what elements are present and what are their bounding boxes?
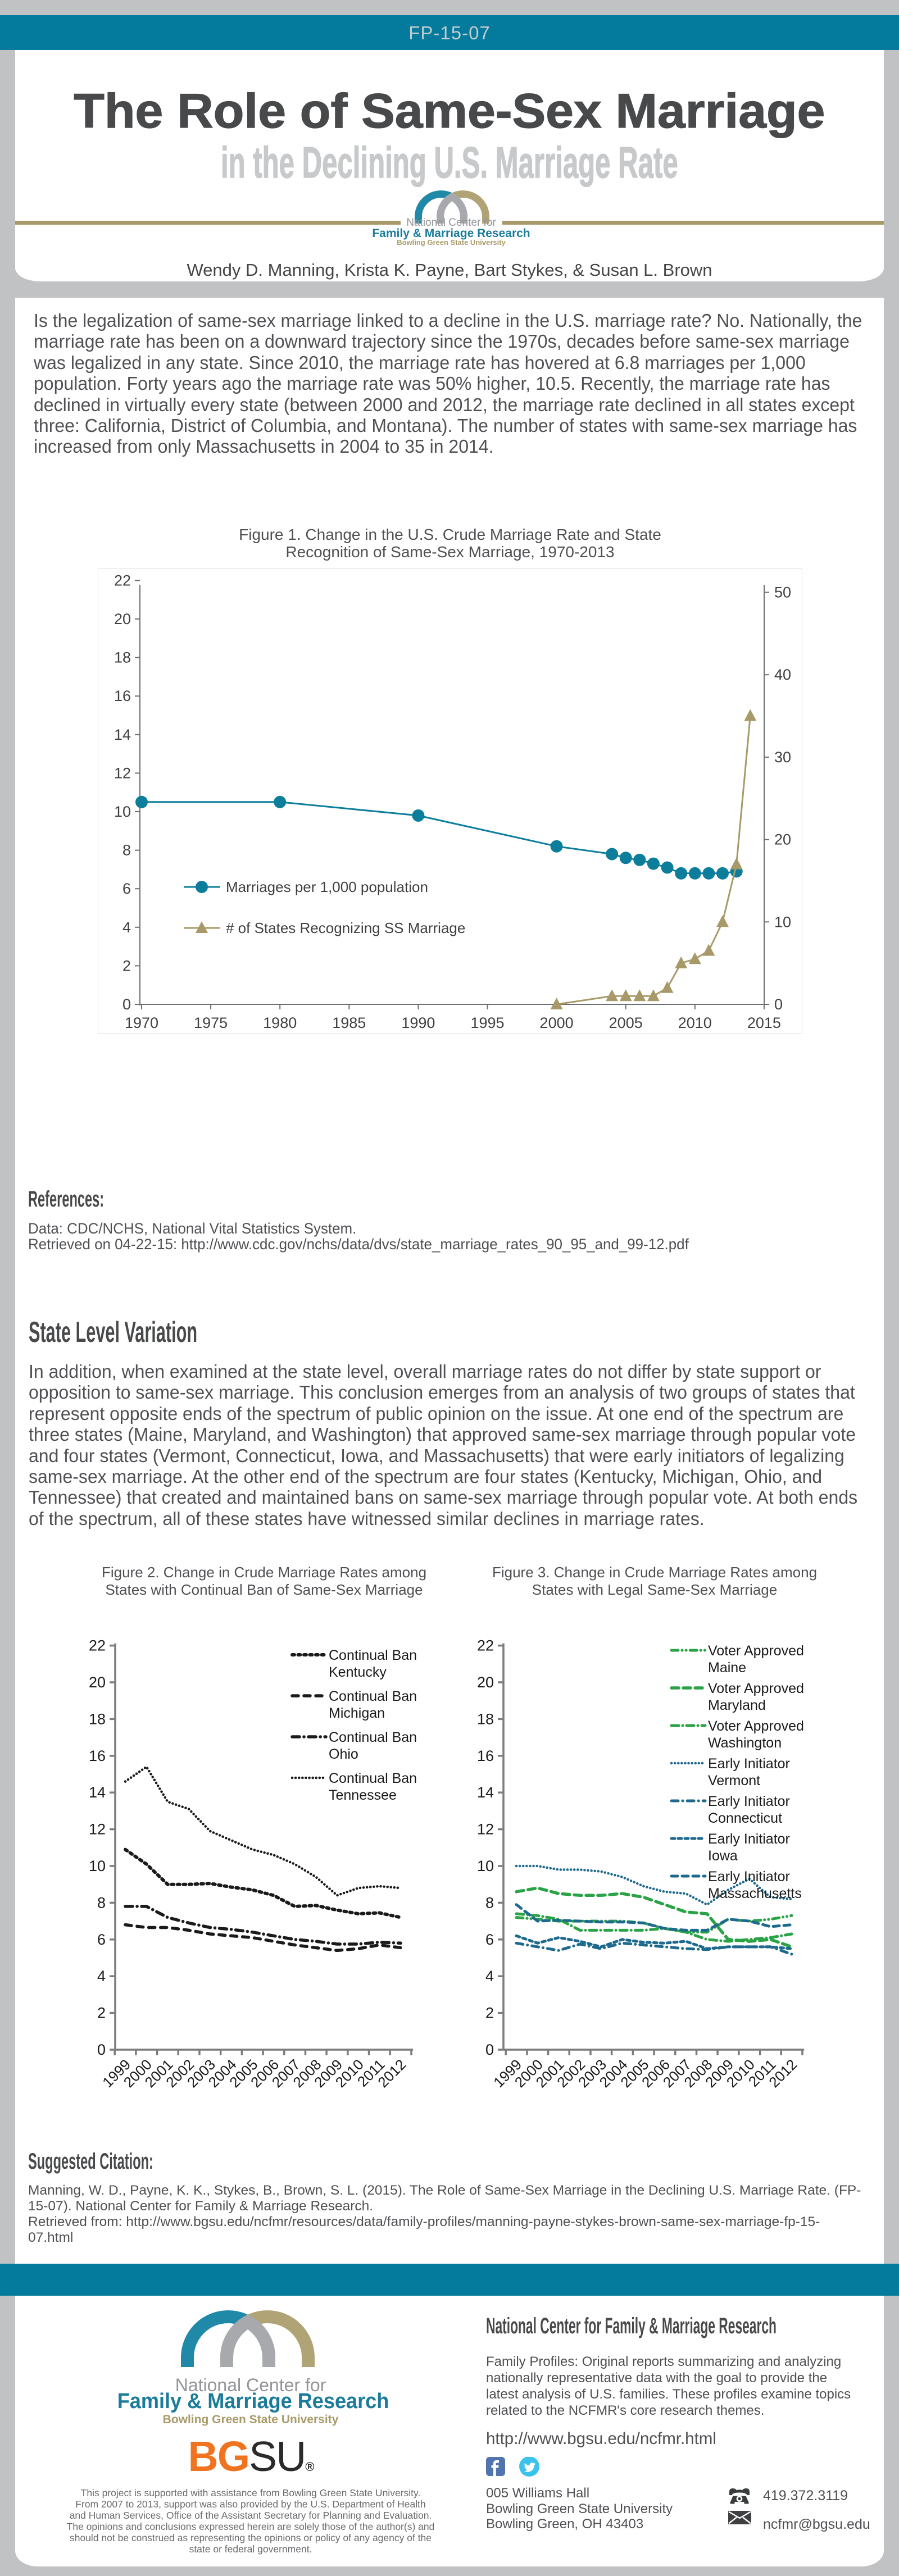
svg-text:Continual Ban: Continual Ban — [329, 1647, 417, 1663]
svg-text:8: 8 — [122, 842, 131, 859]
svg-text:Iowa: Iowa — [708, 1848, 738, 1864]
svg-text:22: 22 — [114, 572, 131, 589]
svg-text:18: 18 — [114, 649, 131, 666]
svg-text:Continual Ban: Continual Ban — [329, 1771, 417, 1786]
svg-text:1975: 1975 — [194, 1014, 228, 1031]
svg-text:14: 14 — [89, 1784, 106, 1801]
svg-text:6: 6 — [97, 1931, 106, 1948]
svg-text:18: 18 — [477, 1710, 494, 1727]
svg-text:20: 20 — [89, 1674, 106, 1691]
svg-text:Connecticut: Connecticut — [708, 1810, 782, 1826]
svg-text:Maryland: Maryland — [708, 1697, 766, 1713]
svg-text:4: 4 — [485, 1968, 494, 1985]
svg-text:16: 16 — [89, 1747, 106, 1764]
svg-text:Continual Ban: Continual Ban — [329, 1730, 417, 1745]
svg-text:2: 2 — [122, 957, 131, 974]
svg-text:14: 14 — [477, 1784, 494, 1801]
svg-text:0: 0 — [774, 996, 783, 1013]
svg-text:Early Initiator: Early Initiator — [708, 1756, 790, 1772]
svg-text:2: 2 — [485, 2005, 494, 2022]
svg-text:50: 50 — [774, 584, 791, 601]
svg-text:1970: 1970 — [125, 1014, 158, 1031]
svg-text:20: 20 — [114, 611, 131, 627]
svg-text:Early Initiator: Early Initiator — [708, 1831, 790, 1847]
svg-text:10: 10 — [114, 803, 131, 820]
svg-text:0: 0 — [485, 2041, 494, 2058]
svg-text:Voter Approved: Voter Approved — [708, 1643, 804, 1659]
svg-text:Maine: Maine — [708, 1660, 746, 1676]
svg-text:12: 12 — [477, 1821, 494, 1838]
svg-text:Early Initiator: Early Initiator — [708, 1869, 790, 1885]
svg-text:6: 6 — [122, 880, 131, 897]
svg-text:Kentucky: Kentucky — [329, 1664, 387, 1680]
svg-text:10: 10 — [774, 913, 791, 930]
svg-text:14: 14 — [114, 726, 131, 743]
svg-text:2: 2 — [97, 2005, 106, 2022]
svg-text:2015: 2015 — [747, 1014, 781, 1031]
svg-text:# of States Recognizing SS Mar: # of States Recognizing SS Marriage — [226, 920, 465, 936]
svg-text:20: 20 — [774, 831, 791, 848]
svg-text:2005: 2005 — [609, 1014, 643, 1031]
svg-text:4: 4 — [97, 1968, 106, 1985]
svg-text:Voter Approved: Voter Approved — [708, 1681, 804, 1696]
svg-text:16: 16 — [477, 1747, 494, 1764]
svg-text:12: 12 — [89, 1821, 106, 1838]
svg-text:1985: 1985 — [332, 1014, 366, 1031]
svg-text:1995: 1995 — [470, 1014, 504, 1031]
svg-text:8: 8 — [485, 1894, 494, 1911]
svg-text:6: 6 — [485, 1931, 494, 1948]
svg-text:Michigan: Michigan — [329, 1705, 385, 1721]
svg-text:Washington: Washington — [708, 1735, 782, 1751]
svg-text:12: 12 — [114, 764, 131, 781]
svg-text:Continual Ban: Continual Ban — [329, 1688, 417, 1704]
svg-text:10: 10 — [89, 1858, 106, 1874]
svg-text:8: 8 — [97, 1894, 106, 1911]
svg-text:Vermont: Vermont — [708, 1773, 760, 1788]
svg-text:Voter Approved: Voter Approved — [708, 1718, 804, 1734]
svg-text:Early Initiator: Early Initiator — [708, 1794, 790, 1809]
svg-text:2010: 2010 — [678, 1014, 712, 1031]
svg-text:Massachusetts: Massachusetts — [708, 1886, 802, 1901]
svg-text:Tennessee: Tennessee — [329, 1787, 397, 1803]
svg-text:30: 30 — [774, 749, 791, 766]
svg-text:Ohio: Ohio — [329, 1746, 358, 1762]
svg-text:4: 4 — [122, 919, 131, 936]
svg-text:22: 22 — [89, 1637, 106, 1654]
svg-text:18: 18 — [89, 1710, 106, 1727]
svg-text:40: 40 — [774, 666, 791, 683]
svg-text:0: 0 — [122, 996, 131, 1013]
svg-text:0: 0 — [97, 2041, 106, 2058]
svg-text:1990: 1990 — [401, 1014, 435, 1031]
svg-text:20: 20 — [477, 1674, 494, 1691]
svg-text:16: 16 — [114, 688, 131, 704]
svg-text:22: 22 — [477, 1637, 494, 1654]
svg-text:Marriages per 1,000 population: Marriages per 1,000 population — [226, 879, 428, 895]
svg-text:10: 10 — [477, 1858, 494, 1874]
svg-text:2000: 2000 — [540, 1014, 574, 1031]
svg-text:1980: 1980 — [263, 1014, 297, 1031]
